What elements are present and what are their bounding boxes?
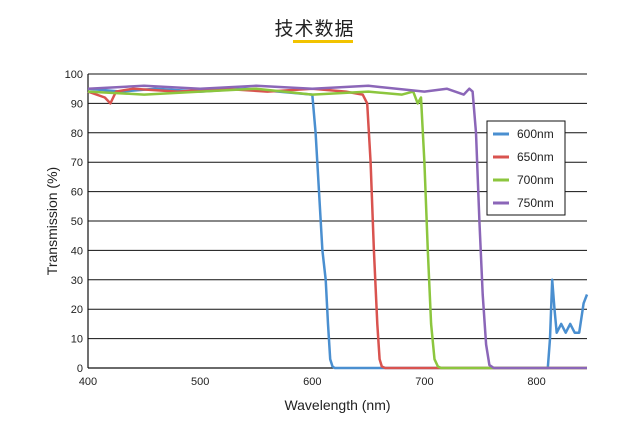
y-tick-label: 20 <box>71 304 83 316</box>
legend-label-650nm: 650nm <box>517 150 554 164</box>
y-tick-label: 100 <box>65 69 83 81</box>
y-tick-label: 60 <box>71 187 83 199</box>
x-tick-label: 700 <box>415 376 433 388</box>
y-tick-label: 30 <box>71 275 83 287</box>
series-line-700nm <box>87 87 587 370</box>
y-tick-label: 0 <box>77 363 83 375</box>
legend-box <box>486 120 566 216</box>
y-axis-title: Transmission (%) <box>44 167 60 275</box>
x-tick-label: 500 <box>191 376 209 388</box>
legend-label-750nm: 750nm <box>517 196 554 210</box>
x-tick-label: 400 <box>79 376 97 388</box>
series-line-750nm <box>87 84 587 370</box>
legend-label-600nm: 600nm <box>517 127 554 141</box>
x-tick-label: 600 <box>303 376 321 388</box>
y-tick-label: 90 <box>71 98 83 110</box>
y-tick-label: 80 <box>71 128 83 140</box>
x-tick-label: 800 <box>527 376 545 388</box>
y-tick-label: 70 <box>71 157 83 169</box>
y-tick-label: 10 <box>71 334 83 346</box>
y-tick-label: 50 <box>71 216 83 228</box>
page-title: 技术数据 <box>274 19 355 40</box>
legend-label-700nm: 700nm <box>517 173 554 187</box>
title-underline <box>293 40 353 43</box>
series-line-650nm <box>87 87 587 370</box>
y-tick-label: 40 <box>71 245 83 257</box>
x-axis-title: Wavelength (nm) <box>284 397 390 413</box>
